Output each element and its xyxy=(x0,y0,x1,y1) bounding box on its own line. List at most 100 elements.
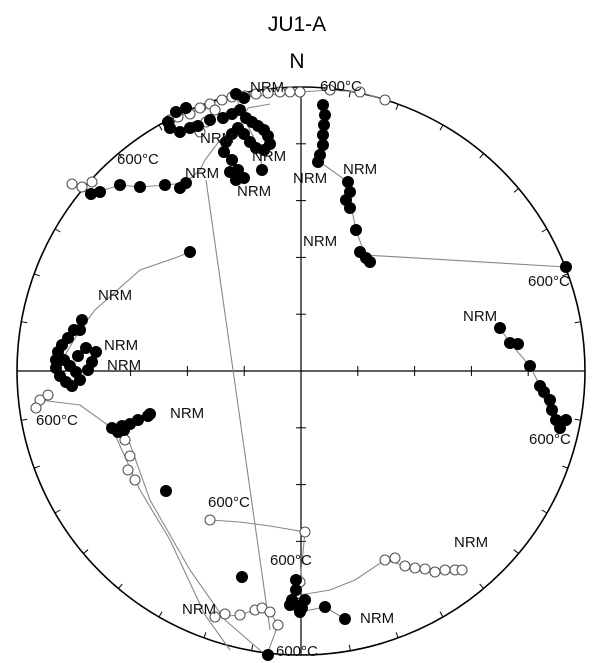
open-point xyxy=(456,564,468,576)
label-nrm-12: NRM xyxy=(107,357,141,374)
rim-tick xyxy=(439,124,444,131)
filled-point xyxy=(544,394,556,406)
filled-point xyxy=(85,188,97,200)
filled-point xyxy=(184,246,196,258)
label-nrm-2: NRM xyxy=(200,130,234,147)
filled-point xyxy=(317,99,329,111)
rim-tick xyxy=(33,465,40,469)
rim-tick xyxy=(54,509,61,514)
rim-tick xyxy=(395,103,399,110)
filled-point xyxy=(114,179,126,191)
open-point xyxy=(294,86,306,98)
filled-point xyxy=(180,177,192,189)
plot-title: JU1-A xyxy=(268,13,326,36)
label-600c-7: 600°C xyxy=(270,552,312,569)
label-nrm-4: NRM xyxy=(185,165,219,182)
open-point xyxy=(66,178,78,190)
open-point xyxy=(419,563,431,575)
filled-point xyxy=(284,599,296,611)
filled-point xyxy=(204,114,216,126)
filled-point xyxy=(80,342,92,354)
rim-tick xyxy=(562,273,569,277)
filled-point xyxy=(560,261,572,273)
rim-tick xyxy=(348,644,351,651)
rim-tick xyxy=(54,228,61,233)
label-nrm-14: NRM xyxy=(454,534,488,551)
rim-tick xyxy=(562,465,569,469)
filled-point xyxy=(512,338,524,350)
rim-tick xyxy=(439,611,444,618)
open-point xyxy=(234,609,246,621)
filled-point xyxy=(162,116,174,128)
open-point xyxy=(399,560,411,572)
filled-point xyxy=(312,156,324,168)
rim-tick xyxy=(251,644,254,651)
filled-point xyxy=(339,613,351,625)
filled-point xyxy=(318,119,330,131)
filled-point xyxy=(86,356,98,368)
path-w-down-2 xyxy=(124,429,263,653)
open-point xyxy=(354,86,366,98)
open-point xyxy=(439,564,451,576)
label-nrm-13: NRM xyxy=(170,405,204,422)
filled-point xyxy=(144,408,156,420)
open-point xyxy=(429,566,441,578)
filled-point xyxy=(226,154,238,166)
label-nrm-7: NRM xyxy=(343,161,377,178)
label-nrm-6: NRM xyxy=(293,170,327,187)
filled-point xyxy=(290,584,302,596)
filled-point xyxy=(174,126,186,138)
filled-point xyxy=(220,136,232,148)
open-point xyxy=(272,619,284,631)
path-nw-long xyxy=(205,179,271,631)
filled-point xyxy=(494,322,506,334)
filled-point xyxy=(238,92,250,104)
open-point xyxy=(216,94,228,106)
label-600c-5: 600°C xyxy=(529,431,571,448)
open-point xyxy=(389,552,401,564)
rim-tick xyxy=(541,228,548,233)
rim-tick xyxy=(33,273,40,277)
filled-point xyxy=(364,256,376,268)
north-label: N xyxy=(289,50,304,73)
filled-point xyxy=(116,420,128,432)
rim-tick xyxy=(348,91,351,98)
rim-tick xyxy=(158,611,163,618)
label-600c-3: 600°C xyxy=(528,273,570,290)
label-nrm-1: NRM xyxy=(250,79,284,96)
open-point xyxy=(284,86,296,98)
filled-data-points xyxy=(50,88,572,661)
label-nrm-8: NRM xyxy=(303,233,337,250)
filled-point xyxy=(90,346,102,358)
filled-point xyxy=(132,414,144,426)
rim-tick xyxy=(118,153,123,159)
label-nrm-9: NRM xyxy=(98,287,132,304)
filled-point xyxy=(160,485,172,497)
path-w-down xyxy=(39,399,231,651)
filled-point xyxy=(546,404,558,416)
open-point xyxy=(122,464,134,476)
rim-tick xyxy=(21,321,28,324)
filled-point xyxy=(217,112,229,124)
rim-tick xyxy=(541,509,548,514)
path-bottom-open xyxy=(299,559,462,596)
rim-tick xyxy=(21,418,28,421)
open-point xyxy=(124,450,136,462)
open-point xyxy=(299,526,311,538)
filled-point xyxy=(94,186,106,198)
open-point xyxy=(409,562,421,574)
filled-point xyxy=(262,649,274,661)
open-point xyxy=(129,474,141,486)
label-600c-2: 600°C xyxy=(117,151,159,168)
filled-point xyxy=(76,314,88,326)
filled-point xyxy=(319,109,331,121)
filled-point xyxy=(58,354,70,366)
annotation-labels: NRM 600°C NRM NRM 600°C NRM NRM NRM NRM … xyxy=(36,78,571,660)
filled-point xyxy=(317,139,329,151)
rim-tick xyxy=(479,583,484,589)
filled-point xyxy=(184,122,196,134)
rim-tick xyxy=(203,632,207,639)
filled-point xyxy=(134,181,146,193)
open-point xyxy=(264,606,276,618)
